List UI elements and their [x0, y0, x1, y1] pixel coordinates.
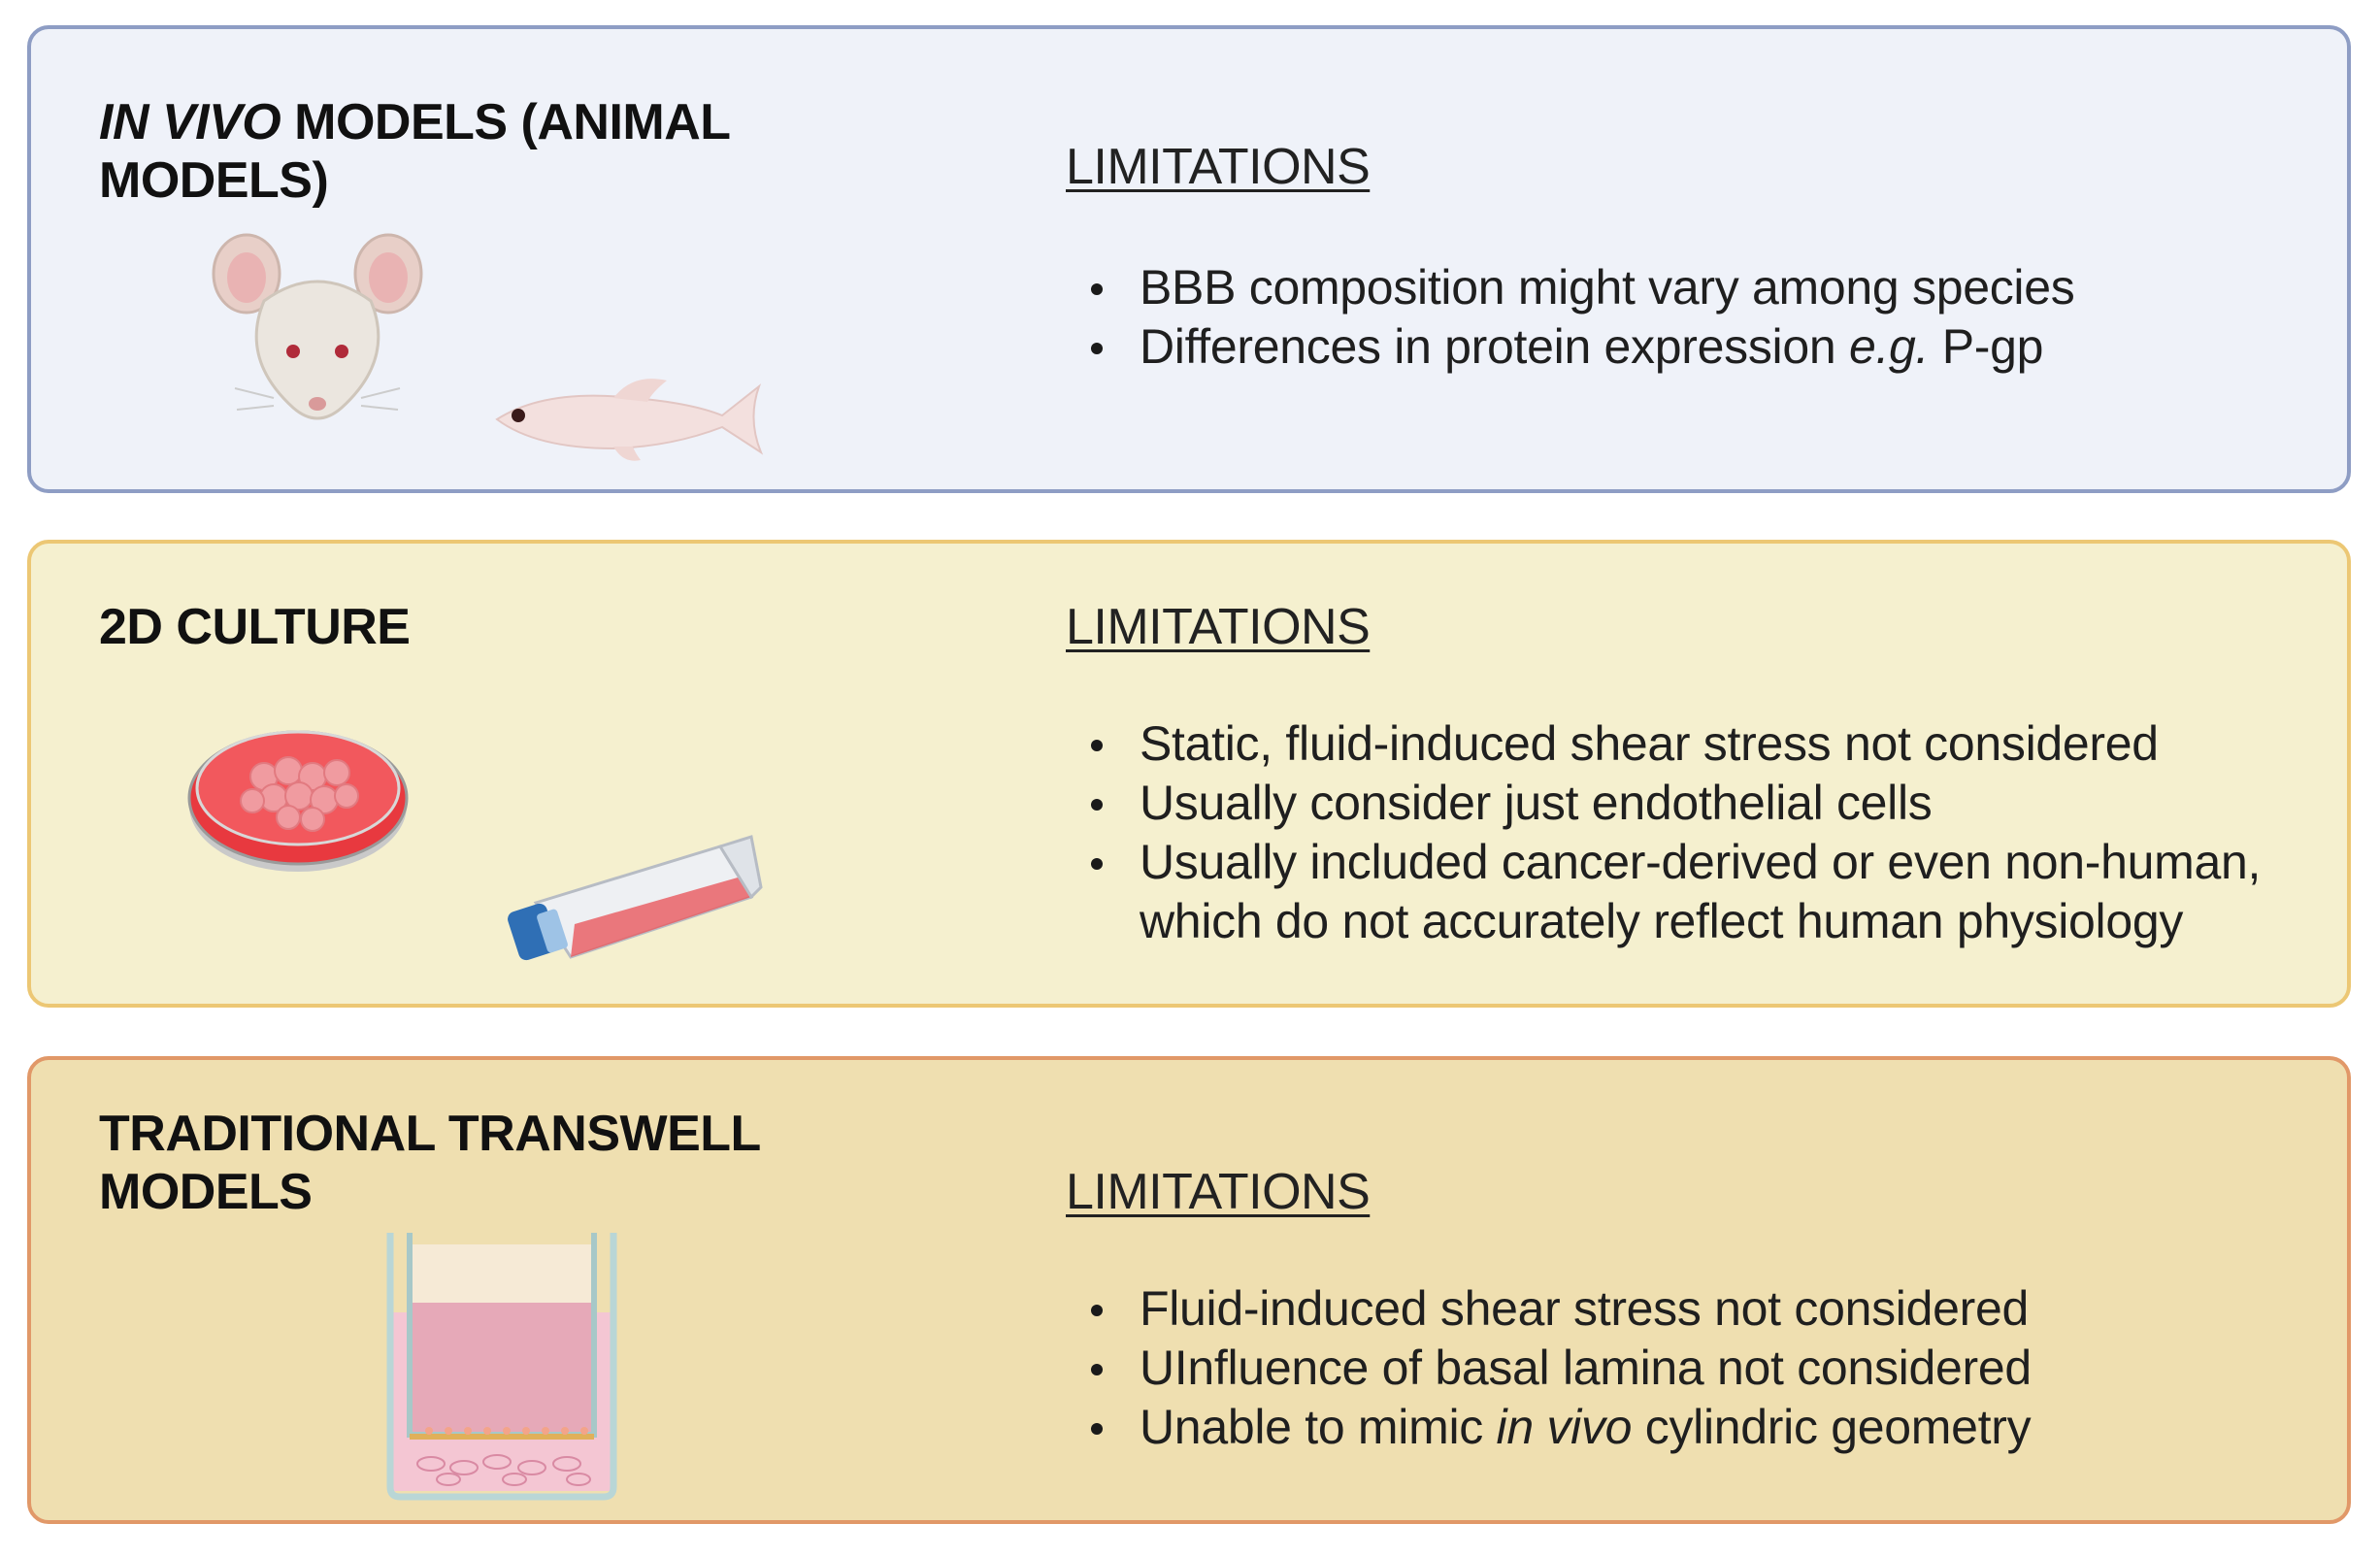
- mouse-icon: [212, 233, 423, 420]
- panel-in-vivo-models: IN VIVO MODELS (ANIMAL MODELS) LIMITATIO…: [27, 25, 2351, 493]
- list-item: Differences in protein expression e.g. P…: [1091, 317, 2363, 377]
- limitations-heading: LIMITATIONS: [1066, 599, 1371, 655]
- panel-2d-culture: 2D CULTURE LIMITATIONS Static, fluid-ind…: [27, 540, 2351, 1008]
- panel-title: 2D CULTURE: [99, 599, 411, 655]
- panel-transwell-models: TRADITIONAL TRANSWELL MODELS LIMITATIONS…: [27, 1056, 2351, 1524]
- petri-dish-icon: [187, 730, 409, 872]
- panel-title: TRADITIONAL TRANSWELL MODELS: [99, 1106, 760, 1220]
- limitations-list: Fluid-induced shear stress not considere…: [1066, 1279, 2363, 1457]
- transwell-insert-icon: [386, 1233, 617, 1501]
- list-item: BBB composition might vary among species: [1091, 258, 2363, 317]
- list-item: Usually included cancer-derived or even …: [1091, 833, 2363, 951]
- list-item: UInfluence of basal lamina not considere…: [1091, 1339, 2363, 1398]
- list-item: Static, fluid-induced shear stress not c…: [1091, 714, 2363, 774]
- panel-title: IN VIVO MODELS (ANIMAL MODELS): [99, 94, 730, 209]
- zebrafish-icon: [495, 379, 764, 461]
- limitations-heading: LIMITATIONS: [1066, 139, 1371, 195]
- limitations-list: Static, fluid-induced shear stress not c…: [1066, 714, 2363, 951]
- list-item: Unable to mimic in vivo cylindric geomet…: [1091, 1398, 2363, 1457]
- list-item: Usually consider just endothelial cells: [1091, 774, 2363, 833]
- limitations-heading: LIMITATIONS: [1066, 1164, 1371, 1220]
- culture-flask-icon: [508, 835, 763, 961]
- limitations-list: BBB composition might vary among species…: [1066, 258, 2363, 377]
- list-item: Fluid-induced shear stress not considere…: [1091, 1279, 2363, 1339]
